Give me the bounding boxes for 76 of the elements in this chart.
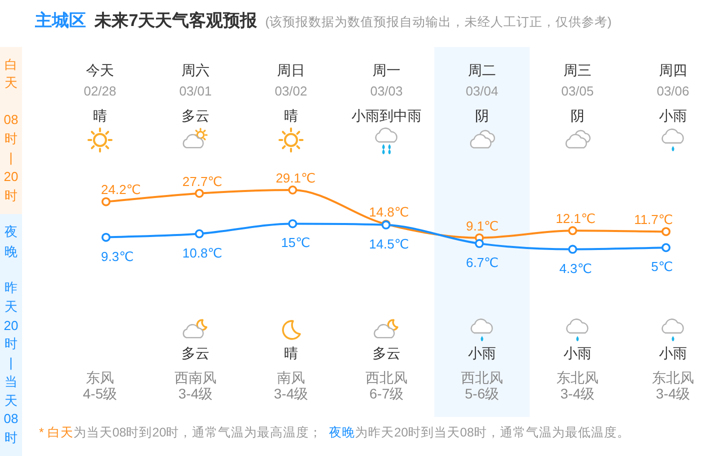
text: 小雨到中雨 xyxy=(352,108,422,124)
text: 03/02 xyxy=(274,83,308,98)
data-label: 15℃ xyxy=(281,235,310,250)
data-label: 9.3℃ xyxy=(101,248,134,264)
text: 为当天08时到20时，通常气温为最高温度； xyxy=(73,424,322,440)
text: 夜晚 xyxy=(4,223,18,261)
text: 6-7级 xyxy=(369,386,404,402)
point xyxy=(102,197,110,206)
text: 3-4级 xyxy=(560,386,595,402)
text: * 白天 xyxy=(39,426,74,440)
text: 为昨天20时到当天08时，通常气温为最低温度。 xyxy=(355,424,630,440)
text: 小雨 xyxy=(659,108,687,124)
x-tick-label: 周四 xyxy=(659,62,687,78)
point xyxy=(568,226,578,236)
data-label: 29.1℃ xyxy=(276,170,316,186)
text: 白天 xyxy=(4,56,18,92)
text: 阴 xyxy=(475,108,489,124)
point xyxy=(568,244,578,254)
x-tick-label: 周六 xyxy=(182,62,210,78)
text: 东北风 xyxy=(556,369,598,386)
text: 昨天20时|当天08时 xyxy=(4,280,18,445)
data-label: 27.7℃ xyxy=(182,174,222,189)
text: 多云 xyxy=(182,108,210,124)
chart-subtitle: (该预报数据为数值预报自动输出，未经人工订正，仅供参考) xyxy=(265,14,612,29)
point xyxy=(102,232,110,242)
data-label: 24.2℃ xyxy=(101,182,141,198)
data-label: 14.8℃ xyxy=(369,204,409,220)
text: 西北风 xyxy=(461,369,503,386)
text: 08时|20时 xyxy=(2,110,20,204)
data-label: 4.3℃ xyxy=(559,260,592,276)
data-label: 11.7℃ xyxy=(634,212,673,228)
point xyxy=(288,219,298,228)
point xyxy=(662,243,670,252)
text: 晴 xyxy=(284,108,298,124)
x-tick-label: 周三 xyxy=(564,62,592,78)
chart-title: 主城区 未来7天天气客观预报 xyxy=(34,11,258,30)
text: 晴 xyxy=(284,344,298,361)
point xyxy=(288,186,298,194)
text: 南风 xyxy=(277,369,305,386)
text: 02/28 xyxy=(84,83,116,98)
text: 03/03 xyxy=(370,83,403,98)
text: 西南风 xyxy=(174,369,216,386)
text: 3-4级 xyxy=(274,386,308,402)
text: 03/06 xyxy=(656,83,690,98)
text: 东风 xyxy=(86,369,114,386)
text: 3-4级 xyxy=(656,386,690,402)
text: 03/04 xyxy=(466,83,498,98)
text: 小雨 xyxy=(564,344,592,361)
data-label: 10.8℃ xyxy=(182,245,222,260)
x-tick-label: 周二 xyxy=(468,62,496,78)
x-tick-label: 周日 xyxy=(277,62,305,78)
data-label: 14.5℃ xyxy=(369,236,409,252)
text: 西北风 xyxy=(366,369,408,386)
text: 03/01 xyxy=(179,83,212,98)
point xyxy=(474,239,484,248)
text: 夜晚 xyxy=(329,424,356,440)
text: 4-5级 xyxy=(82,386,118,402)
data-label: 9.1℃ xyxy=(466,218,499,234)
text: 小雨 xyxy=(468,344,496,361)
text: 多云 xyxy=(372,344,400,361)
text: 03/05 xyxy=(561,83,594,98)
text: 晴 xyxy=(93,108,107,124)
data-label: 6.7℃ xyxy=(466,255,499,270)
x-tick-label: 今天 xyxy=(86,62,114,78)
data-label: 5℃ xyxy=(651,259,673,274)
text: 3-4级 xyxy=(178,386,213,402)
text: 小雨 xyxy=(659,344,687,361)
text: 5-6级 xyxy=(464,386,500,402)
text: 东北风 xyxy=(652,369,694,386)
data-label: 12.1℃ xyxy=(556,211,596,226)
text: 阴 xyxy=(570,108,584,124)
point xyxy=(662,227,670,236)
point xyxy=(194,188,204,198)
x-tick-label: 周一 xyxy=(372,62,400,78)
point xyxy=(194,229,204,238)
text: 多云 xyxy=(182,344,210,361)
